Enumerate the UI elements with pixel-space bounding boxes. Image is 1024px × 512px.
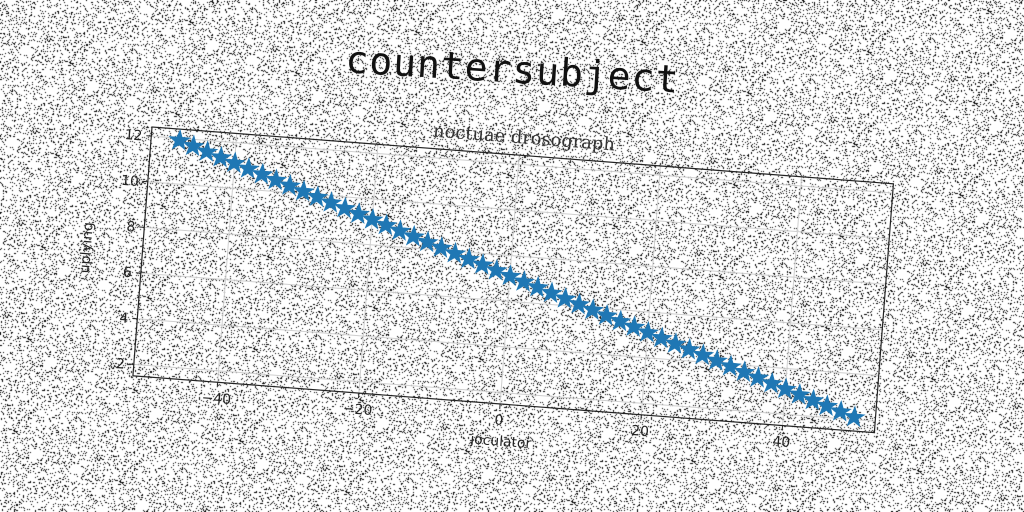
star-marker	[196, 140, 219, 162]
x-tick-label: 40	[772, 434, 791, 451]
star-marker	[746, 366, 770, 388]
star-marker	[829, 400, 852, 422]
star-marker	[595, 304, 618, 326]
y-tick-label: 2	[115, 356, 125, 373]
y-tick-label: 6	[122, 265, 132, 282]
x-gridline	[217, 133, 238, 383]
star-marker	[361, 207, 384, 230]
y-gridline	[140, 272, 883, 331]
star-marker	[567, 292, 591, 315]
x-tick-label: −40	[201, 390, 231, 408]
star-marker	[251, 162, 274, 185]
tick-layer: −40 −20 0 20 40 2 4 6 8 10 12	[115, 127, 791, 451]
star-marker	[691, 343, 715, 366]
x-tick-label: −20	[342, 401, 372, 419]
y-gridline	[147, 181, 890, 240]
star-marker	[540, 281, 563, 304]
star-marker	[278, 174, 301, 196]
star-marker	[609, 309, 632, 332]
star-marker	[774, 377, 797, 400]
star-marker	[678, 337, 701, 360]
y-gridline	[137, 318, 879, 377]
star-marker	[375, 213, 398, 236]
y-tick-label: 10	[121, 173, 140, 190]
star-marker	[650, 326, 673, 349]
y-tick-label: 8	[126, 219, 136, 236]
star-marker	[457, 247, 480, 270]
star-marker	[223, 151, 246, 174]
grid-layer	[133, 133, 893, 426]
star-marker	[815, 394, 839, 417]
star-marker	[526, 275, 549, 298]
x-gridline	[358, 144, 379, 394]
star-marker	[636, 320, 660, 343]
star-marker	[430, 236, 453, 258]
star-marker	[843, 405, 866, 428]
y-gridline	[144, 226, 886, 285]
y-gridline	[151, 135, 893, 194]
x-axis-label: joculator	[469, 431, 532, 452]
star-marker	[209, 145, 233, 168]
star-marker	[802, 388, 825, 411]
star-marker	[581, 298, 604, 320]
star-marker	[388, 219, 412, 241]
y-gridline	[133, 363, 876, 422]
star-marker	[264, 168, 288, 191]
star-marker	[471, 253, 494, 275]
x-gridline	[640, 165, 661, 415]
star-marker	[416, 230, 439, 253]
star-marker	[168, 128, 191, 151]
star-marker	[292, 179, 315, 202]
star-marker	[237, 157, 260, 179]
star-marker	[402, 224, 425, 247]
star-marker	[788, 383, 811, 405]
x-tick-label: 20	[631, 423, 650, 440]
star-marker	[182, 134, 205, 157]
star-marker	[512, 270, 535, 292]
y-tick-label: 4	[119, 310, 129, 327]
star-marker	[719, 354, 742, 377]
star-marker	[306, 185, 329, 208]
star-marker	[333, 196, 356, 219]
star-marker	[499, 264, 522, 287]
star-marker	[733, 360, 756, 383]
star-marker	[320, 191, 343, 213]
star-marker	[705, 349, 728, 371]
y-axis-label: uplying	[77, 221, 97, 273]
star-marker	[444, 241, 467, 264]
star-marker	[623, 315, 646, 337]
star-marker	[554, 287, 577, 309]
star-marker	[347, 202, 370, 224]
star-marker	[664, 332, 687, 354]
plot-frame	[132, 126, 895, 434]
star-marker	[760, 371, 783, 394]
y-tick-label: 12	[124, 127, 143, 144]
marks-layer	[168, 128, 866, 428]
star-marker	[485, 258, 508, 281]
x-tick-label: 0	[494, 412, 504, 429]
